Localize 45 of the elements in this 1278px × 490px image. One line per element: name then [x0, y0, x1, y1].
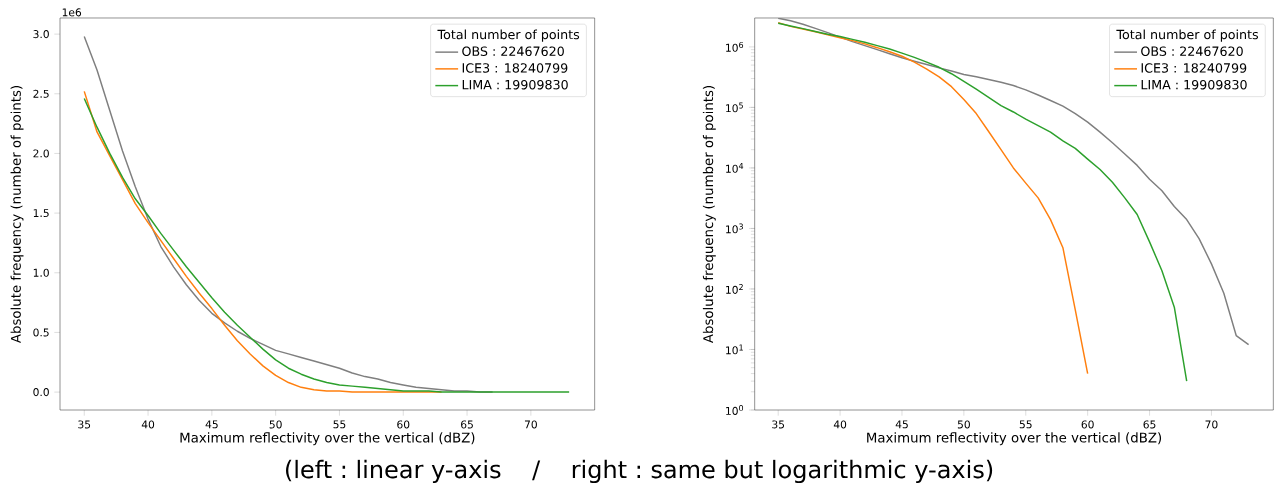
x-axis-title: Maximum reflectivity over the vertical (dBZ) — [180, 432, 475, 446]
x-tick-label: 35 — [772, 420, 785, 429]
y-tick-label: 0.0 — [33, 388, 49, 397]
y-tick-label: 10$^{0}$ — [726, 405, 744, 415]
x-tick-label: 60 — [1081, 420, 1094, 429]
x-tick-label: 50 — [957, 420, 970, 429]
line-series — [777, 21, 1089, 375]
y-tick-label: 10$^{5}$ — [726, 102, 743, 113]
y-axis-title: Absolute frequency (number of points) — [10, 85, 24, 344]
y-tick-label: 10$^{4}$ — [726, 163, 744, 173]
y-tick-label: 3.0 — [33, 30, 49, 39]
x-tick-label: 50 — [269, 420, 282, 429]
x-tick-label: 70 — [1205, 420, 1218, 429]
y-tick-label: 1.0 — [33, 268, 49, 277]
y-tick-label: 0.5 — [33, 328, 49, 337]
legend-label: OBS : 22467620 — [462, 46, 564, 57]
x-tick-label: 45 — [205, 420, 218, 429]
x-tick-label: 65 — [461, 420, 473, 429]
x-axis-title: Maximum reflectivity over the vertical (dBZ) — [867, 432, 1162, 446]
y-tick-label: 10$^{3}$ — [726, 223, 743, 234]
x-tick-label: 55 — [333, 420, 346, 429]
x-tick-label: 70 — [524, 420, 537, 429]
y-tick-label: 10$^{2}$ — [726, 284, 743, 294]
legend-label: OBS : 22467620 — [1141, 46, 1243, 57]
legend-title: Total number of points — [1116, 29, 1259, 42]
x-tick-label: 35 — [78, 420, 91, 429]
legend-label: LIMA : 19909830 — [1141, 79, 1247, 90]
x-tick-label: 40 — [833, 420, 847, 429]
y-tick-label: 2.5 — [33, 89, 49, 98]
y-tick-label: 10$^{6}$ — [726, 41, 744, 52]
legend-label: ICE3 : 18240799 — [462, 63, 568, 73]
legend-title: Total number of points — [437, 29, 580, 42]
legend-label: LIMA : 19909830 — [462, 79, 568, 90]
x-tick-label: 45 — [895, 420, 908, 429]
legend-label: ICE3 : 18240799 — [1141, 63, 1247, 73]
y-tick-label: 10$^{1}$ — [726, 344, 743, 355]
text: (left : linear y-axis / right : same but logarithmic y-axis) — [286, 459, 993, 484]
x-tick-label: 55 — [1019, 420, 1032, 429]
y-tick-label: 2.0 — [33, 149, 49, 158]
x-tick-label: 40 — [141, 420, 155, 429]
text: 1e6 — [62, 8, 82, 17]
x-tick-label: 60 — [397, 420, 410, 429]
x-tick-label: 65 — [1143, 420, 1156, 429]
y-axis-title: Absolute frequency (number of points) — [702, 85, 716, 344]
y-tick-label: 1.5 — [33, 209, 49, 218]
